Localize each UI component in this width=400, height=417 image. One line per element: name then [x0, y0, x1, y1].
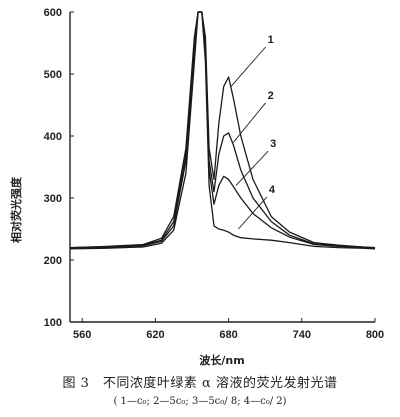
y-tick-label: 400	[44, 131, 62, 143]
series-label-4: 4	[269, 184, 276, 196]
series-annotations: 1 2 3 4	[230, 34, 276, 230]
x-tick-label: 620	[146, 329, 164, 341]
x-tick-label: 560	[73, 329, 91, 341]
figure-caption-legend: ( 1—c₀; 2—5c₀; 3—5c₀/ 8; 4—c₀/ 2)	[113, 396, 287, 407]
series-label-2: 2	[268, 90, 274, 102]
figure-caption: 图 3 不同浓度叶绿素 α 溶液的荧光发射光谱	[62, 376, 338, 391]
y-tick-label: 500	[44, 69, 62, 81]
y-axis-title: 相对荧光强度	[9, 176, 23, 243]
annotation-leader-3	[235, 150, 269, 186]
series-label-3: 3	[270, 138, 276, 150]
x-tick-label: 740	[293, 329, 311, 341]
series-label-1: 1	[268, 34, 274, 46]
y-tick-label: 100	[44, 317, 62, 329]
series-line-1	[69, 11, 376, 249]
series-line-2	[69, 11, 376, 249]
annotation-leader-2	[233, 102, 266, 143]
y-tick-label: 300	[44, 193, 62, 205]
y-axis-ticks: 100 200 300 400 500 600	[44, 7, 74, 329]
series-lines	[69, 11, 376, 250]
y-tick-label: 200	[44, 255, 62, 267]
series-line-4	[69, 11, 376, 250]
annotation-leader-1	[230, 46, 266, 87]
plot-frame	[69, 12, 375, 323]
x-axis-title: 波长/nm	[199, 353, 244, 367]
y-tick-label: 600	[44, 7, 62, 19]
x-tick-label: 800	[366, 329, 384, 341]
x-axis-ticks: 560 620 680 740 800	[73, 318, 384, 341]
x-tick-label: 680	[219, 329, 237, 341]
series-line-3	[69, 11, 376, 249]
annotation-leader-4	[238, 196, 268, 230]
